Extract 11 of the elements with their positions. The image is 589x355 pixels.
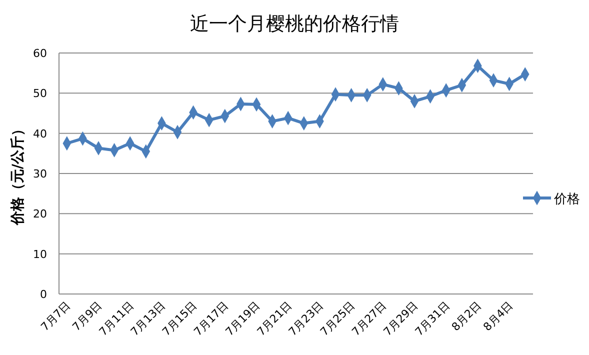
y-tick-label: 40 [33,127,47,140]
x-tick-label: 7月7日 [38,298,74,334]
y-tick-label: 10 [33,248,47,261]
y-tick-label: 30 [33,168,47,180]
y-tick-label: 50 [33,87,47,100]
y-tick-label: 0 [40,288,47,301]
y-tick-label: 60 [33,47,47,60]
y-tick-label: 20 [33,208,47,221]
legend-label: 价格 [553,192,580,207]
chart-title: 近一个月樱桃的价格行情 [190,13,399,35]
y-axis-title: 价格（元/公斤） [9,122,26,226]
